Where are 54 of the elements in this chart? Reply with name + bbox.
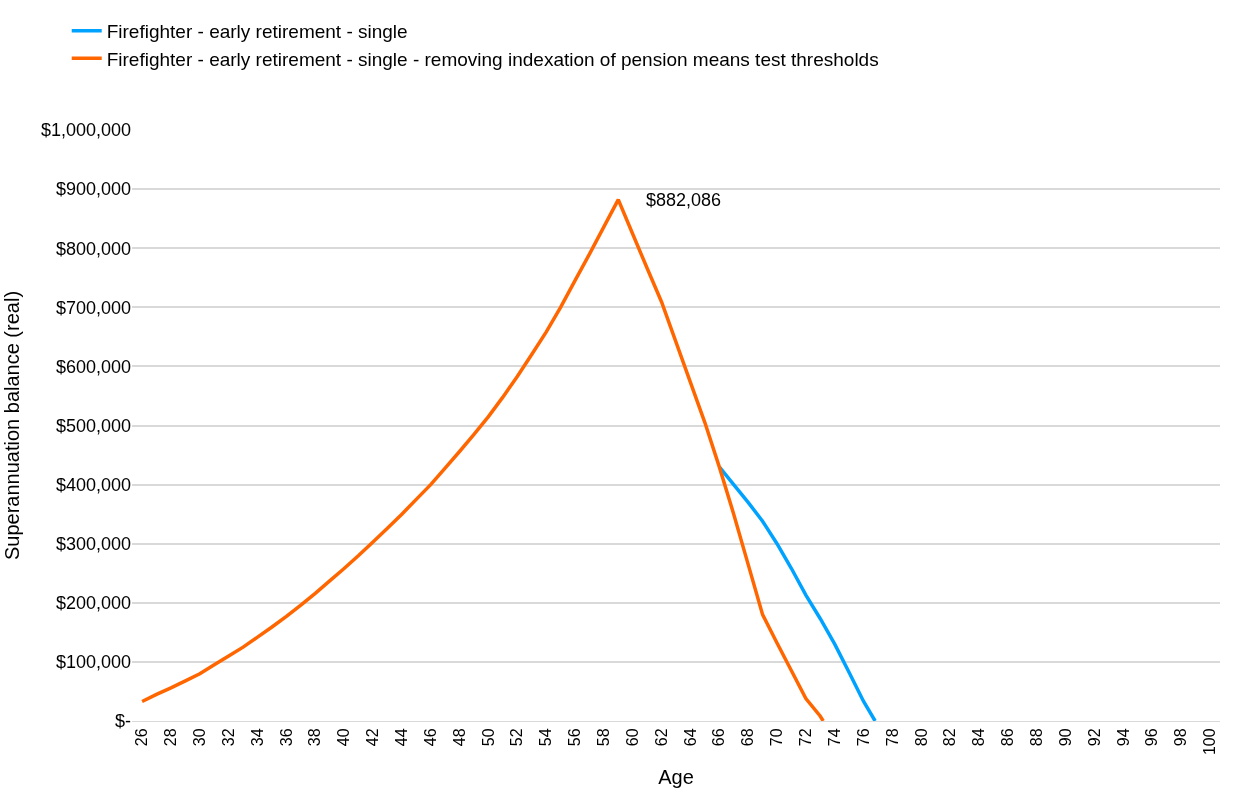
x-tick-label: 26 [133, 728, 151, 747]
x-tick-label: 44 [393, 728, 411, 747]
y-tick-label: $400,000 [55, 474, 131, 495]
x-tick-label: 86 [999, 728, 1017, 747]
x-tick-label: 84 [970, 728, 988, 747]
x-tick-label: 100 [1201, 728, 1219, 756]
y-tick-label: $1,000,000 [40, 120, 131, 141]
x-tick-label: 74 [825, 728, 843, 747]
y-tick-label: $700,000 [55, 297, 131, 318]
y-tick-label: $100,000 [55, 652, 131, 673]
y-tick-label: $300,000 [55, 534, 131, 554]
x-tick-label: 30 [191, 728, 209, 747]
x-tick-label: 96 [1143, 728, 1161, 747]
x-tick-label: 82 [941, 728, 959, 747]
x-tick-label: 90 [1056, 728, 1074, 747]
x-tick-label: 52 [508, 728, 526, 747]
y-tick-label: $200,000 [55, 593, 131, 614]
y-tick-label: $600,000 [55, 356, 131, 377]
x-tick-label: 88 [1027, 728, 1045, 747]
x-tick-label: 68 [739, 728, 757, 747]
x-tick-label: 58 [595, 728, 613, 747]
y-tick-label: $- [114, 711, 131, 732]
x-tick-label: 54 [537, 728, 555, 747]
x-tick-label: 76 [854, 728, 872, 747]
x-tick-label: 66 [710, 728, 728, 747]
x-tick-label: 38 [306, 728, 324, 747]
x-tick-label: 46 [421, 728, 439, 747]
x-tick-label: 34 [248, 728, 266, 747]
x-tick-label: 32 [219, 728, 237, 747]
x-tick-label: 48 [450, 728, 468, 747]
x-axis-title: Age [658, 765, 694, 788]
x-tick-label: 60 [623, 728, 641, 747]
x-tick-label: 94 [1114, 728, 1132, 747]
x-tick-label: 70 [768, 728, 786, 747]
x-tick-label: 56 [566, 728, 584, 747]
x-tick-label: 50 [479, 728, 497, 747]
x-tick-label: 78 [883, 728, 901, 747]
x-tick-label: 36 [277, 728, 295, 747]
x-tick-label: 80 [912, 728, 930, 747]
y-tick-label: $500,000 [55, 415, 131, 436]
legend-label: Firefighter - early retirement - single [106, 21, 408, 43]
y-tick-label: $800,000 [55, 238, 131, 259]
x-tick-label: 72 [797, 728, 815, 747]
x-tick-label: 92 [1085, 728, 1103, 747]
x-tick-label: 28 [162, 728, 180, 747]
x-tick-label: 42 [364, 728, 382, 747]
y-tick-label: $900,000 [55, 179, 131, 200]
x-tick-label: 98 [1172, 728, 1190, 747]
x-tick-label: 64 [681, 728, 699, 747]
x-tick-label: 40 [335, 728, 353, 747]
x-tick-label: 62 [652, 728, 670, 747]
y-axis-title: Superannuation balance (real) [1, 290, 24, 561]
annotation: $882,086 [646, 190, 722, 210]
legend-label: Firefighter - early retirement - single - removing indexation of pension means test thresholds [106, 48, 879, 70]
